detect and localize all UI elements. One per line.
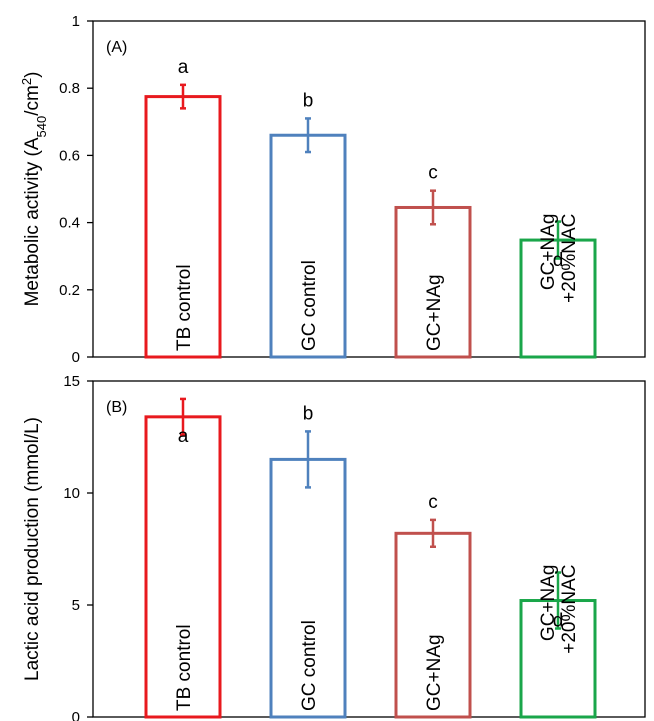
category-label-line: +20%NAC	[559, 214, 580, 303]
y-tick-label: 0.8	[59, 80, 80, 97]
panel-label: (B)	[106, 399, 127, 416]
category-label-line: +20%NAC	[559, 565, 580, 654]
category-label: TB control	[174, 264, 195, 351]
category-label: GC control	[299, 620, 320, 711]
category-label: TB control	[174, 624, 195, 711]
category-label: GC control	[299, 260, 320, 351]
y-axis-label-text: Metabolic activity (A	[22, 137, 43, 306]
chart-panel-a: 0 0.2 0.4 0.6 0.8 1 Metabolic activity (A540/c…	[19, 13, 646, 366]
bar-group: a TB control	[144, 397, 222, 719]
bar-group: b GC control	[269, 403, 347, 719]
y-tick-label: 0	[72, 349, 80, 366]
significance-letter: d	[553, 250, 564, 271]
y-tick-label: 1	[72, 13, 80, 30]
bar	[269, 133, 347, 359]
category-label-line: GC+NAg	[538, 565, 559, 642]
y-axis-label-superscript: 2	[19, 78, 34, 85]
category-label: GC+NAg+20%NAC	[538, 565, 580, 654]
category-label: GC+NAg+20%NAC	[538, 214, 580, 303]
category-label: GC+NAg	[424, 634, 445, 711]
y-tick-label: 5	[72, 597, 80, 614]
bar-group: b GC control	[269, 90, 347, 359]
significance-letter: c	[428, 163, 438, 184]
y-tick-label: 0.4	[59, 215, 80, 232]
bar	[144, 415, 222, 719]
y-tick-label: 0.6	[59, 147, 80, 164]
bar	[394, 205, 472, 359]
y-tick-label: 10	[63, 485, 80, 502]
panel-label: (A)	[106, 39, 127, 56]
category-label-line: GC+NAg	[538, 214, 559, 291]
significance-letter: c	[428, 492, 438, 513]
bar-group: dGC+NAg+20%NAC	[519, 565, 597, 719]
chart-panel-b: 0 5 10 15 Lactic acid production (mmol/L) (B)…	[22, 373, 646, 721]
significance-letter: d	[553, 611, 564, 632]
y-tick-label: 15	[63, 373, 80, 390]
significance-letter: b	[303, 90, 314, 111]
y-axis-label-text: /cm	[22, 85, 43, 116]
significance-letter: a	[178, 57, 189, 78]
bar-group: a TB control	[144, 57, 222, 359]
y-axis-label: Metabolic activity (A540/cm2)	[19, 72, 49, 307]
y-axis-label: Lactic acid production (mmol/L)	[22, 417, 43, 681]
significance-letter: a	[178, 426, 189, 447]
y-tick-label: 0	[72, 709, 80, 721]
y-axis-label-text: )	[22, 72, 43, 78]
y-axis-label-subscript: 540	[34, 116, 49, 138]
bar-group: c GC+NAg	[394, 492, 472, 719]
y-tick-label: 0.2	[59, 282, 80, 299]
bar	[394, 531, 472, 719]
plot-frame	[92, 20, 646, 358]
bar-group: dGC+NAg+20%NAC	[519, 214, 597, 359]
category-label: GC+NAg	[424, 274, 445, 351]
bar-group: c GC+NAg	[394, 163, 472, 359]
plot-frame	[92, 380, 646, 718]
significance-letter: b	[303, 403, 314, 424]
